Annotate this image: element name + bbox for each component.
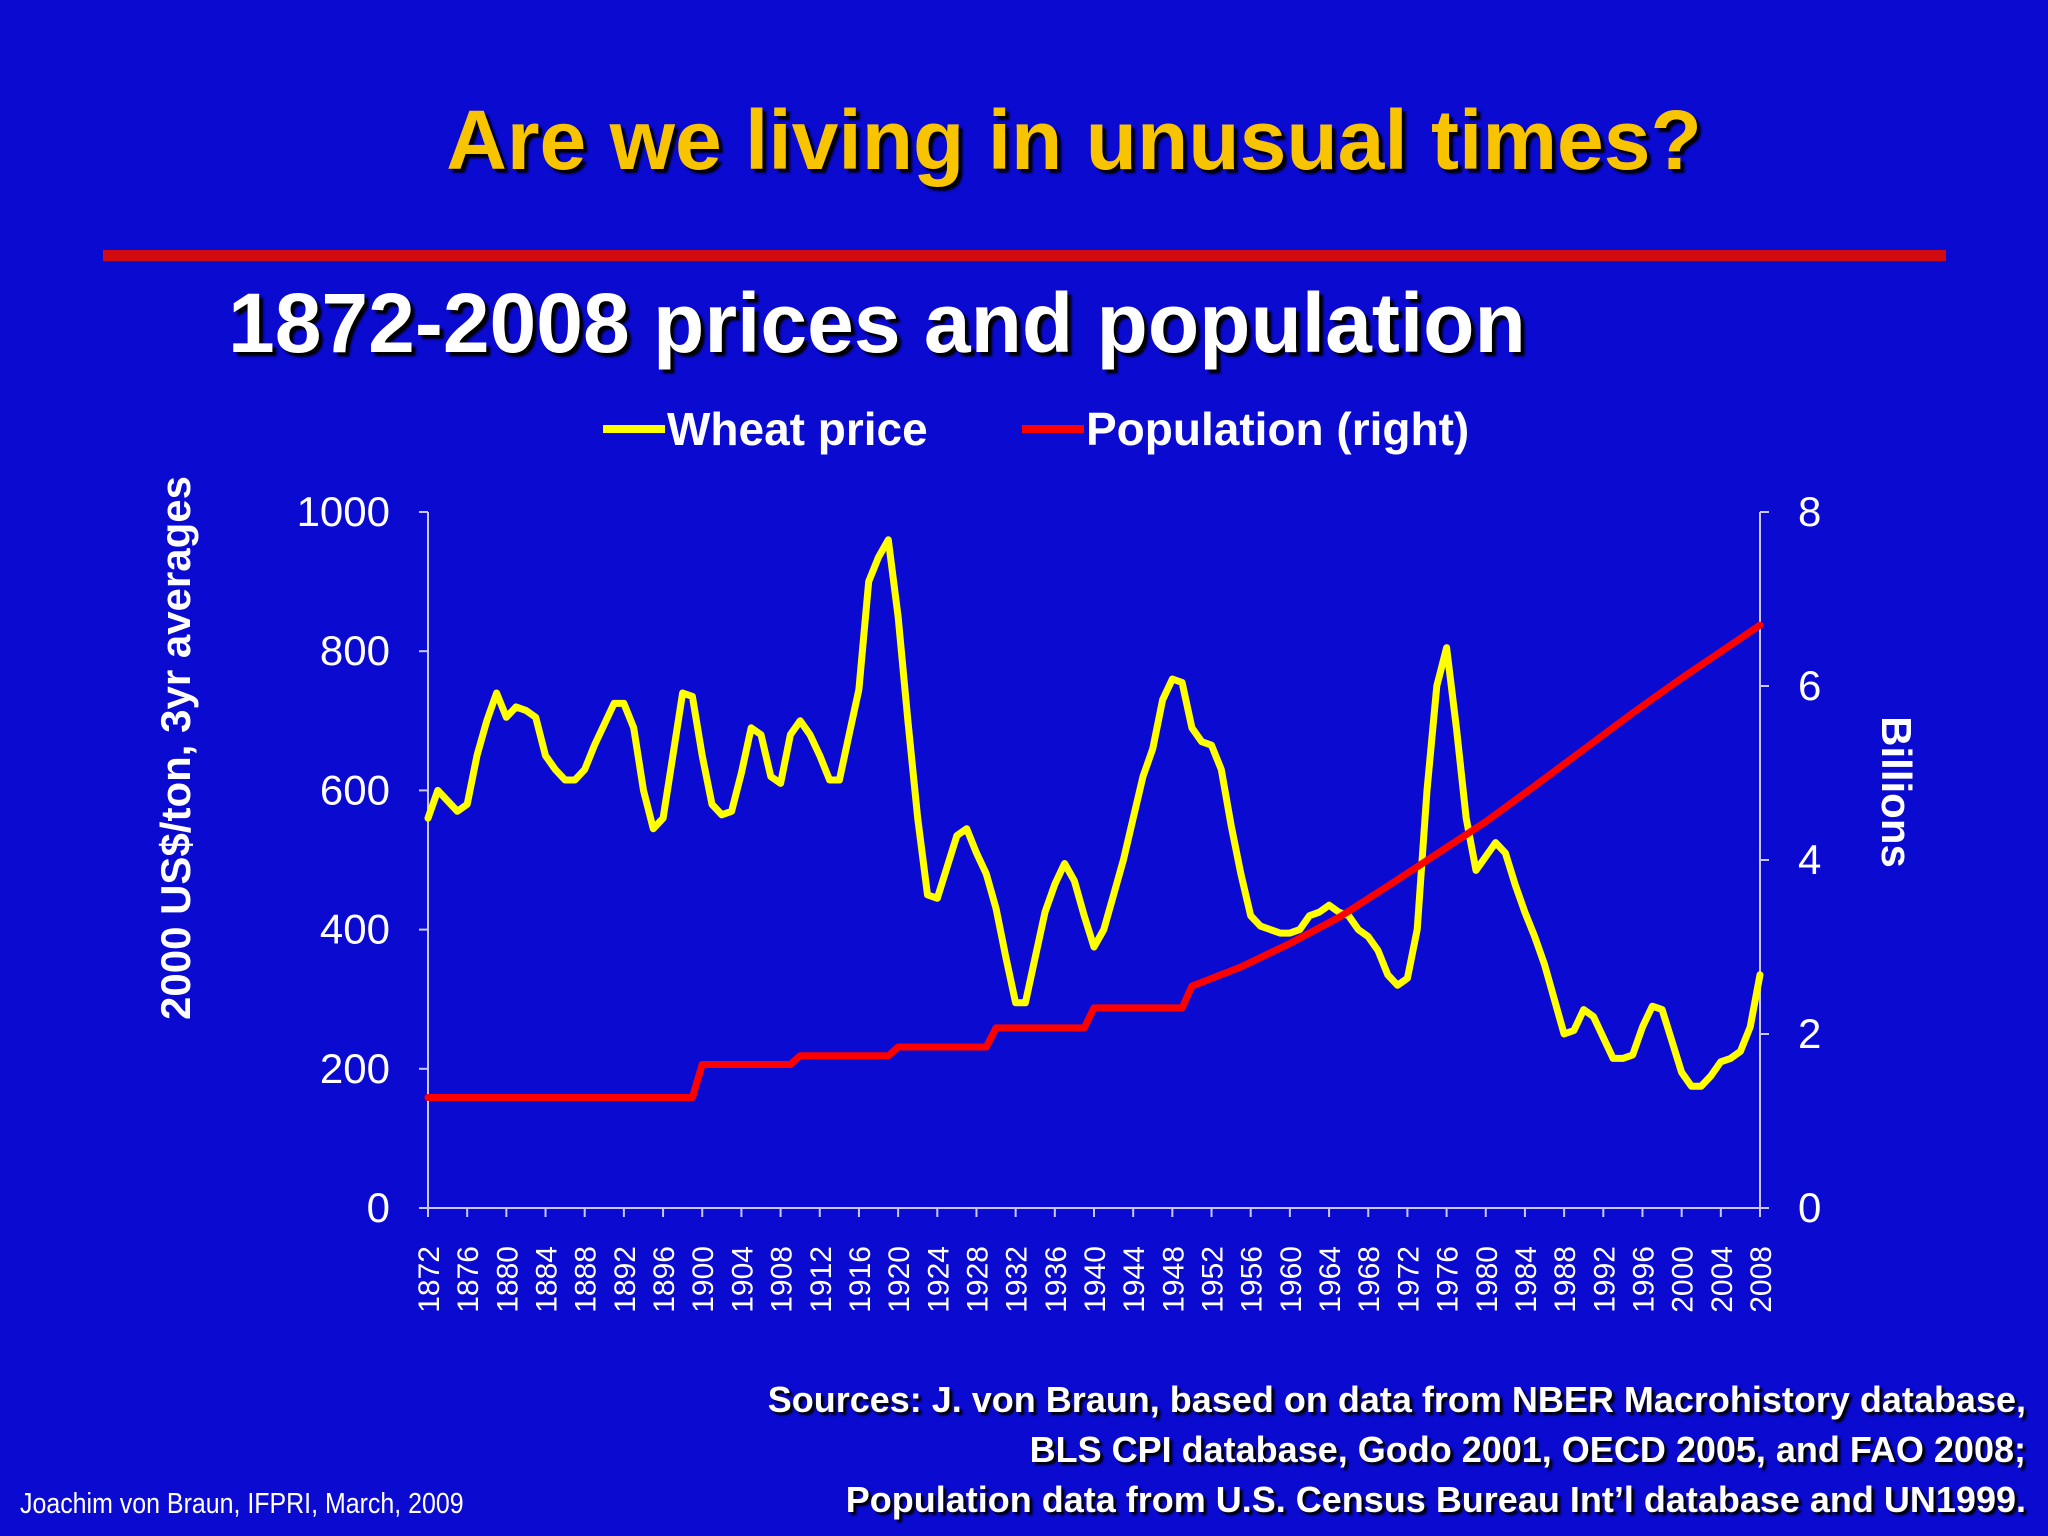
- x-tick-label: 1912: [805, 1246, 838, 1313]
- title-divider: [103, 250, 1946, 261]
- x-tick-label: 2004: [1706, 1246, 1739, 1313]
- x-tick-label: 1888: [570, 1246, 603, 1313]
- x-tick-label: 1908: [766, 1246, 799, 1313]
- x-tick-label: 1944: [1118, 1246, 1151, 1313]
- x-tick-label: 1876: [452, 1246, 485, 1313]
- y-tick-label: 400: [320, 906, 390, 953]
- x-tick-label: 1928: [961, 1246, 994, 1313]
- x-tick-label: 1904: [726, 1246, 759, 1313]
- y-tick-label: 600: [320, 766, 390, 813]
- population-line: [424, 621, 1764, 1101]
- x-tick-label: 1948: [1157, 1246, 1190, 1313]
- y-axis-title: 2000 US$/ton, 3yr averages: [152, 476, 199, 1020]
- x-tick-label: 1968: [1353, 1246, 1386, 1313]
- x-tick-label: 1976: [1432, 1246, 1465, 1313]
- author-credit: Joachim von Braun, IFPRI, March, 2009: [20, 1488, 464, 1520]
- x-tick-label: 1980: [1471, 1246, 1504, 1313]
- y-tick-label: 0: [367, 1184, 390, 1231]
- x-tick-label: 1892: [609, 1246, 642, 1313]
- sources-line: BLS CPI database, Godo 2001, OECD 2005, …: [1029, 1429, 2026, 1470]
- x-tick-label: 1992: [1588, 1246, 1621, 1313]
- legend-label: Wheat price: [667, 403, 928, 455]
- x-tick-label: 1956: [1236, 1246, 1269, 1313]
- x-tick-label: 1936: [1040, 1246, 1073, 1313]
- x-tick-label: 1920: [883, 1246, 916, 1313]
- chart-title: 1872-2008 prices and population: [228, 276, 1526, 370]
- sources-line: Population data from U.S. Census Bureau …: [845, 1479, 2026, 1520]
- x-tick-label: 1924: [922, 1246, 955, 1313]
- x-tick-label: 1932: [1001, 1246, 1034, 1313]
- y2-tick-label: 2: [1798, 1010, 1821, 1057]
- x-tick-label: 1900: [687, 1246, 720, 1313]
- x-tick-label: 1896: [648, 1246, 681, 1313]
- y-tick-label: 1000: [297, 488, 390, 535]
- sources-line: Sources: J. von Braun, based on data fro…: [767, 1379, 2026, 1420]
- x-tick-label: 1988: [1549, 1246, 1582, 1313]
- x-tick-label: 1964: [1314, 1246, 1347, 1313]
- x-tick-label: 1880: [491, 1246, 524, 1313]
- legend-item-wheat: Wheat price: [603, 403, 928, 455]
- y2-tick-label: 6: [1798, 662, 1821, 709]
- legend: Wheat price Population (right): [603, 403, 1469, 455]
- x-tick-label: 1952: [1197, 1246, 1230, 1313]
- x-tick-label: 2008: [1745, 1246, 1778, 1313]
- x-tick-label: 1972: [1392, 1246, 1425, 1313]
- legend-label: Population (right): [1086, 403, 1469, 455]
- slide-title: Are we living in unusual times?: [446, 93, 1702, 187]
- sources-note: Sources: J. von Braun, based on data fro…: [576, 1375, 2026, 1525]
- x-tick-label: 1872: [413, 1246, 446, 1313]
- x-tick-label: 1996: [1627, 1246, 1660, 1313]
- y-tick-label: 800: [320, 627, 390, 674]
- x-tick-label: 1960: [1275, 1246, 1308, 1313]
- x-tick-label: 1916: [844, 1246, 877, 1313]
- y2-axis-title: Billions: [1873, 716, 1920, 868]
- x-tick-label: 1884: [531, 1246, 564, 1313]
- x-tick-label: 1984: [1510, 1246, 1543, 1313]
- x-tick-label: 1940: [1079, 1246, 1112, 1313]
- x-tick-label: 2000: [1667, 1246, 1700, 1313]
- wheat-price-line: [424, 536, 1764, 1090]
- series-layer: [424, 536, 1764, 1101]
- y-tick-label: 200: [320, 1045, 390, 1092]
- y2-tick-label: 8: [1798, 488, 1821, 535]
- y2-tick-label: 4: [1798, 836, 1821, 883]
- legend-item-population: Population (right): [1022, 403, 1469, 455]
- y2-tick-label: 0: [1798, 1184, 1821, 1231]
